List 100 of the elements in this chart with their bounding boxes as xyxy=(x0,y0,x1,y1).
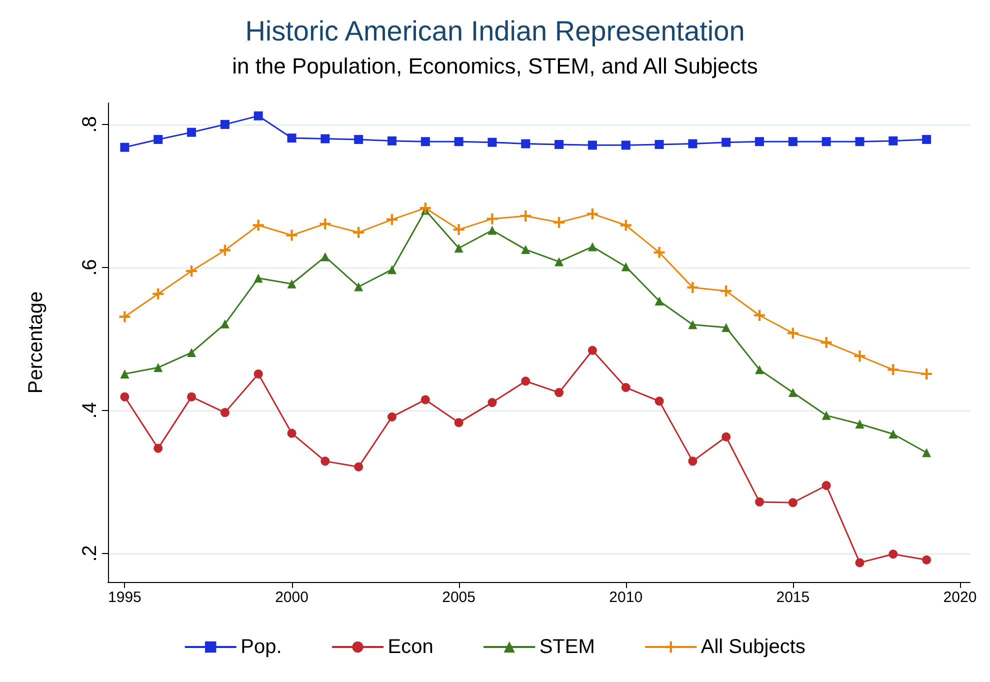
point xyxy=(354,462,364,472)
point xyxy=(788,388,798,398)
point xyxy=(287,134,296,143)
point xyxy=(554,257,564,266)
point xyxy=(320,456,330,466)
point xyxy=(554,388,564,398)
point xyxy=(888,136,898,146)
legend-label: STEM xyxy=(539,636,595,658)
y-axis-title: Percentage xyxy=(25,291,47,394)
point xyxy=(855,558,864,568)
point xyxy=(854,350,866,362)
y-tick-label: .4 xyxy=(79,402,101,419)
point xyxy=(520,210,532,222)
point xyxy=(420,395,430,404)
point xyxy=(220,120,230,129)
point xyxy=(788,498,798,508)
point xyxy=(855,137,864,146)
point xyxy=(722,432,731,442)
point xyxy=(154,363,163,372)
x-tick-label: 2000 xyxy=(275,589,308,606)
point xyxy=(922,555,932,564)
point xyxy=(486,213,498,224)
legend-label: Econ xyxy=(388,636,434,658)
point xyxy=(822,410,831,420)
point xyxy=(654,296,664,306)
point xyxy=(820,337,832,348)
point xyxy=(755,137,764,146)
x-tick-label: 2020 xyxy=(943,589,977,606)
y-tick-label: .6 xyxy=(79,259,101,276)
x-tick-label: 2015 xyxy=(776,589,810,606)
x-tick-label: 1995 xyxy=(108,589,142,606)
point xyxy=(654,140,664,149)
point xyxy=(888,430,898,439)
point xyxy=(588,242,597,252)
point xyxy=(688,456,698,466)
point xyxy=(320,218,331,230)
point xyxy=(888,550,898,559)
x-tick-label: 2010 xyxy=(609,589,643,606)
point xyxy=(119,311,130,322)
chart-title: Historic American Indian Representation xyxy=(245,16,745,46)
point xyxy=(388,412,396,422)
point xyxy=(286,230,298,241)
point xyxy=(621,383,630,392)
point xyxy=(387,136,396,146)
point xyxy=(755,497,764,506)
point xyxy=(554,216,565,228)
point xyxy=(521,245,530,254)
legend-label: Pop. xyxy=(240,636,282,658)
point xyxy=(922,448,932,458)
point xyxy=(855,420,864,428)
point xyxy=(220,319,230,328)
point xyxy=(621,140,630,150)
point xyxy=(454,418,464,428)
point xyxy=(287,279,296,288)
point xyxy=(654,246,665,258)
point xyxy=(688,320,698,330)
point xyxy=(120,142,130,152)
point xyxy=(187,348,196,358)
point xyxy=(287,428,296,438)
point xyxy=(488,226,497,235)
point xyxy=(420,137,430,146)
point xyxy=(320,252,330,262)
point xyxy=(588,346,597,355)
chart-subtitle: in the Population, Economics, STEM, and All Subjects xyxy=(232,54,758,78)
point xyxy=(488,138,497,147)
point xyxy=(154,444,163,453)
point xyxy=(755,365,764,374)
legend-label: All Subjects xyxy=(700,636,806,658)
point xyxy=(354,134,364,144)
x-tick-label: 2005 xyxy=(442,589,476,606)
point xyxy=(254,111,263,120)
point xyxy=(220,408,230,418)
point xyxy=(187,128,196,137)
point xyxy=(688,139,698,148)
point xyxy=(921,368,932,380)
point xyxy=(521,376,530,386)
point xyxy=(488,398,497,408)
point xyxy=(453,224,464,236)
point xyxy=(521,139,530,148)
point xyxy=(788,137,798,146)
point xyxy=(353,226,364,238)
y-tick-label: .8 xyxy=(79,116,101,133)
point xyxy=(586,208,598,220)
point xyxy=(186,266,198,277)
point xyxy=(722,322,731,332)
point xyxy=(386,214,398,226)
point xyxy=(922,134,932,144)
point xyxy=(787,328,798,339)
point xyxy=(454,137,464,146)
point xyxy=(219,244,230,256)
y-tick-label: .2 xyxy=(79,545,101,562)
point xyxy=(722,138,731,147)
point xyxy=(354,282,364,292)
point xyxy=(120,369,130,378)
point xyxy=(822,480,831,490)
point xyxy=(120,392,130,402)
point xyxy=(687,282,698,293)
point xyxy=(254,274,263,283)
point xyxy=(320,134,330,144)
point xyxy=(554,140,564,149)
